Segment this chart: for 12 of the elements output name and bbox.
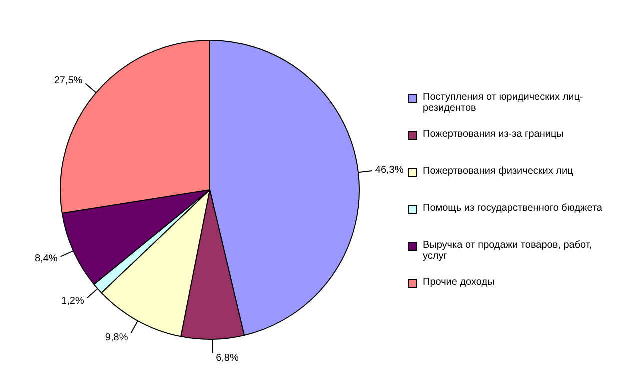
legend-label: Поступления от юридических лиц-резидентов xyxy=(423,92,584,114)
legend-label: Выручка от продажи товаров, работ, услуг xyxy=(423,240,594,262)
data-label: 46,3% xyxy=(375,165,404,176)
legend-label: Пожертвования физических лиц xyxy=(423,166,574,177)
legend-label: Помощь из государственного бюджета xyxy=(423,203,602,214)
data-label: 6,8% xyxy=(216,353,239,364)
legend-label: Прочие доходы xyxy=(423,277,495,288)
data-label: 9,8% xyxy=(105,332,128,344)
data-label: 27,5% xyxy=(54,75,83,86)
data-label: 1,2% xyxy=(62,296,84,308)
legend-label: Пожертвования из-за границы xyxy=(423,129,564,140)
data-label: 8,4% xyxy=(34,254,58,265)
